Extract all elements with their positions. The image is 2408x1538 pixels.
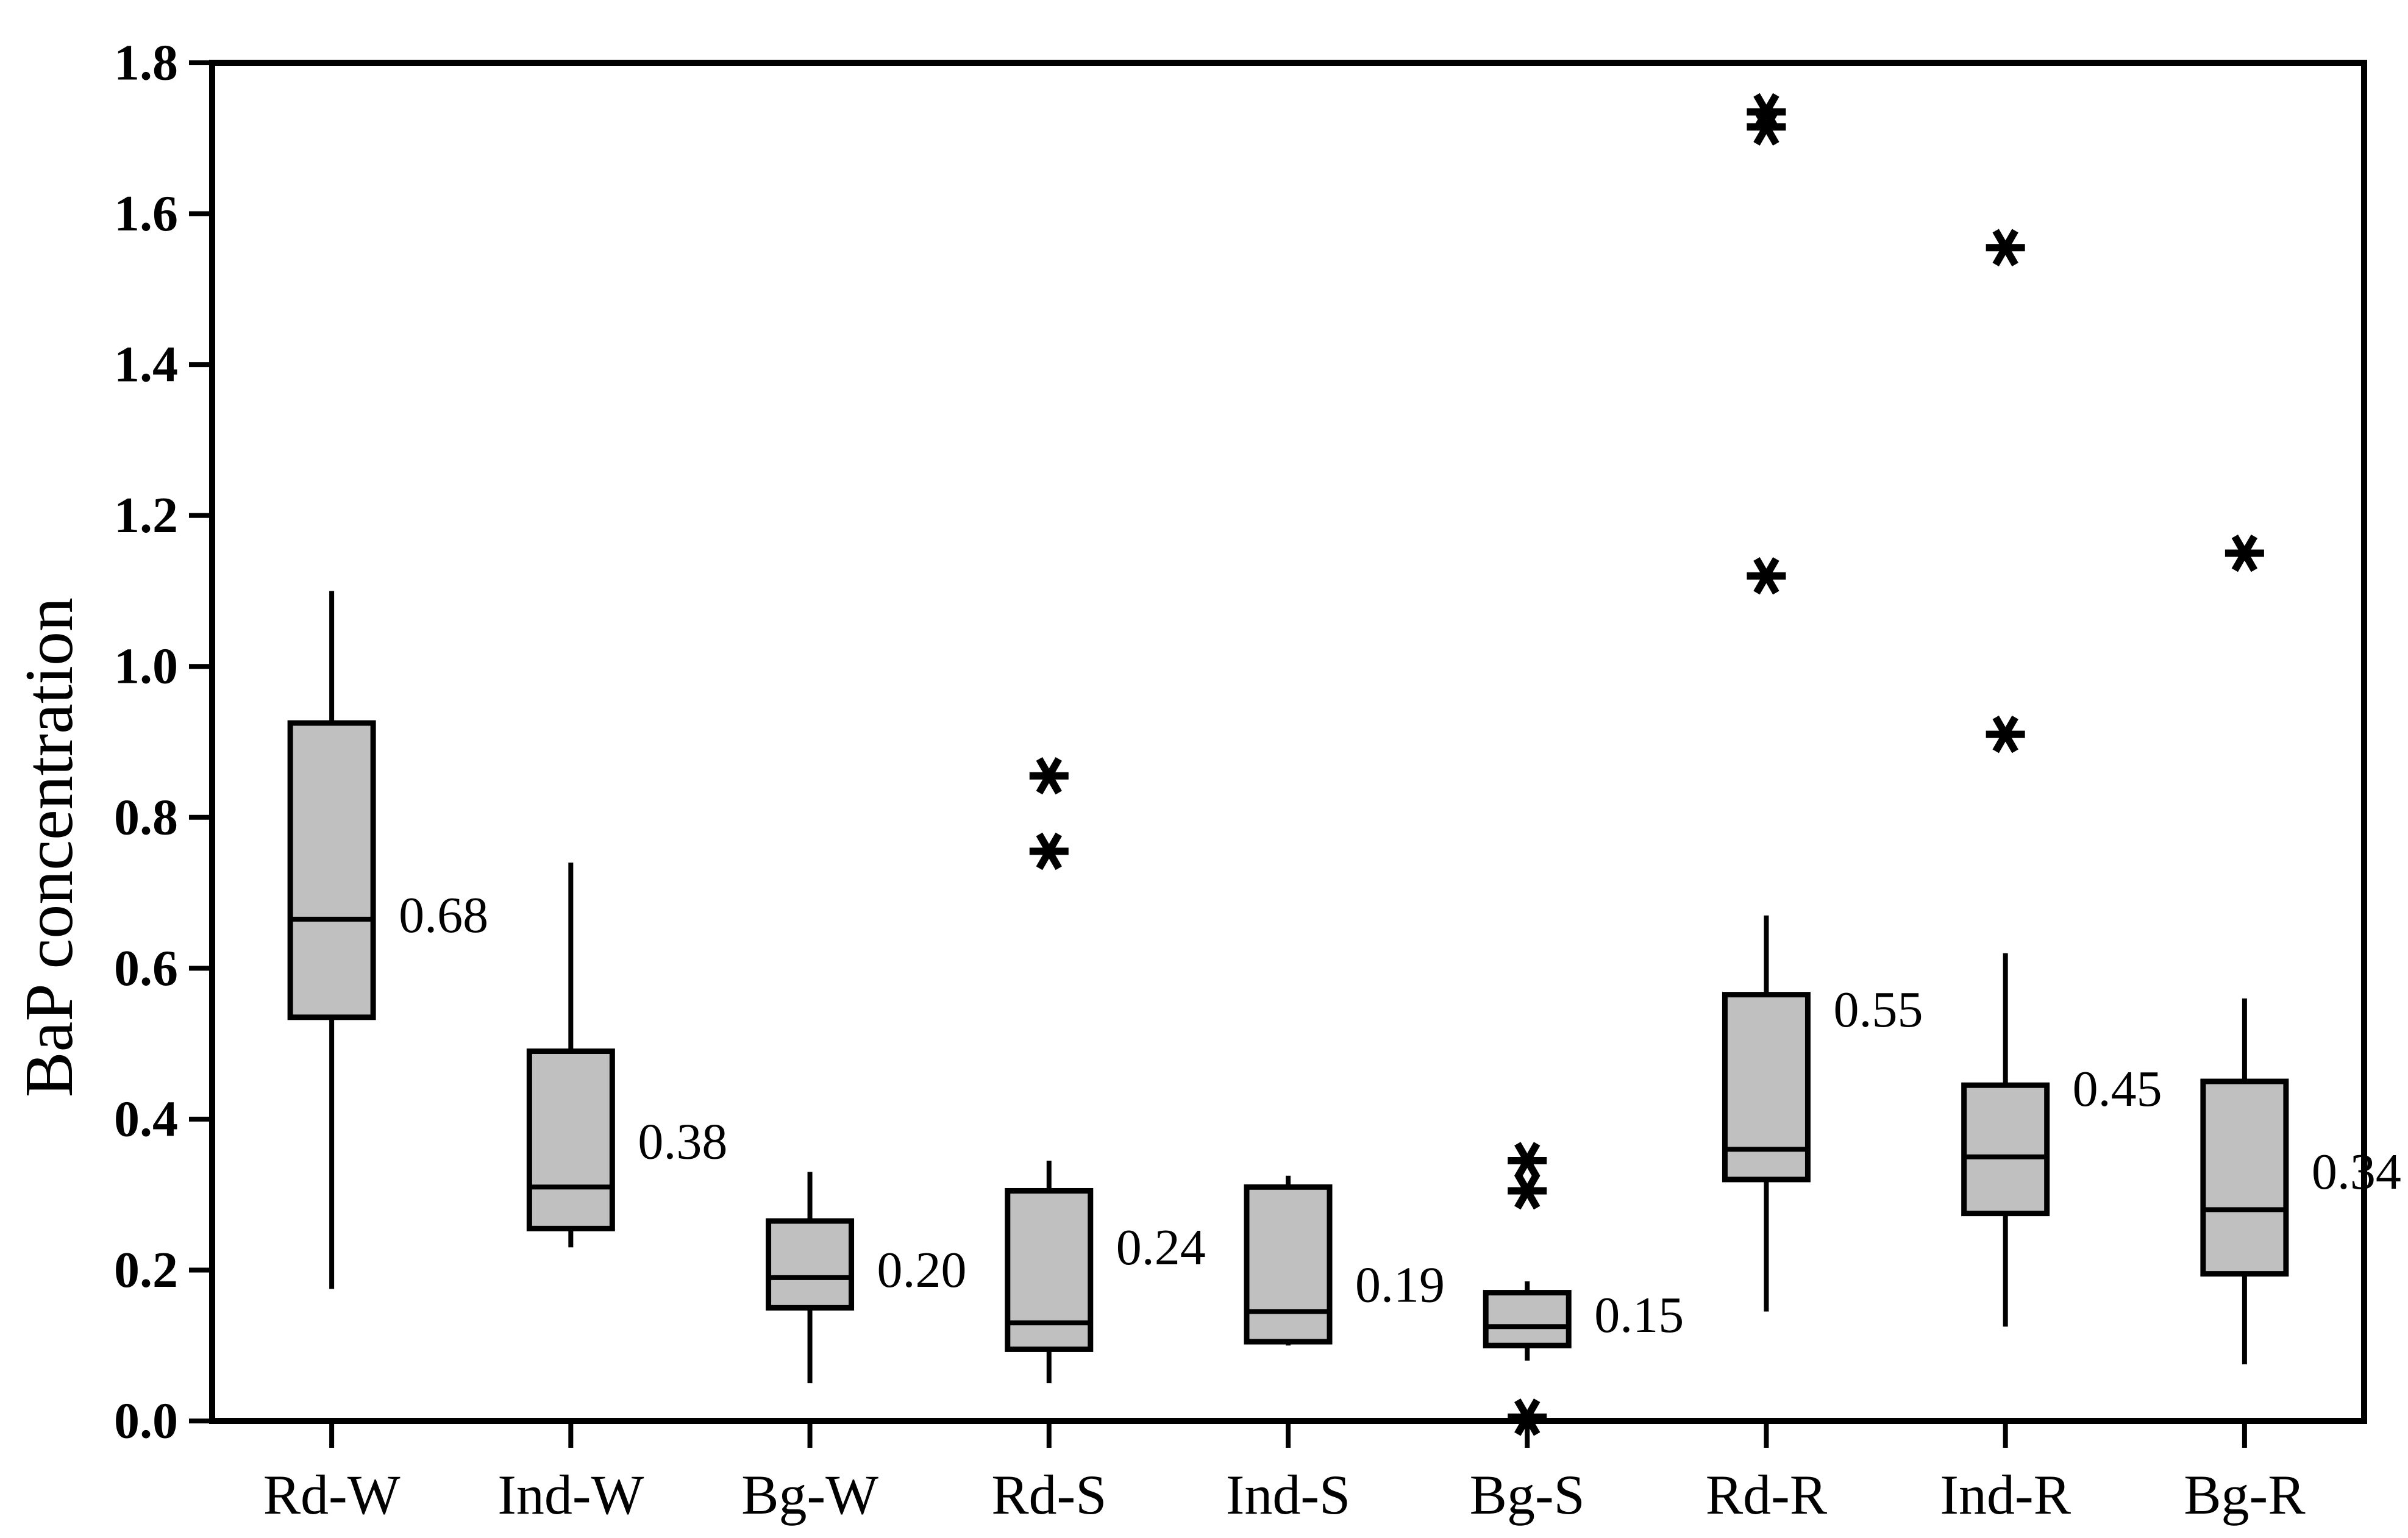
outlier-asterisk-icon [1747,557,1786,595]
box-Ind-R [1961,1082,2050,1217]
y-tick-label: 1.0 [114,638,178,695]
y-axis-title: BaP concentration [12,597,87,1097]
outlier-asterisk-icon [1029,757,1069,795]
median-value-label-Bg-W: 0.20 [877,1242,967,1298]
outlier-asterisk-stroke [1514,1172,1541,1210]
y-tick-label: 0.4 [114,1091,178,1147]
x-category-label-Rd-R: Rd-R [1706,1464,1828,1526]
outlier-asterisk-stroke [1036,757,1062,795]
x-category-label-Ind-R: Ind-R [1940,1464,2071,1526]
box-Ind-W [526,1048,615,1231]
x-category-label-Rd-S: Rd-S [991,1464,1106,1526]
outlier-asterisk-icon [1747,93,1786,131]
y-tick-label: 0.8 [114,789,178,846]
median-value-label-Rd-S: 0.24 [1116,1219,1206,1276]
median-value-label-Ind-W: 0.38 [638,1114,727,1170]
box-Rd-R [1722,992,1811,1183]
x-category-label-Ind-W: Ind-W [497,1464,644,1526]
y-tick-label: 1.6 [114,185,178,242]
outlier-asterisk-icon [1508,1172,1547,1210]
outlier-asterisk-icon [1029,832,1069,870]
outlier-asterisk-stroke [1036,832,1062,870]
box-Ind-S [1244,1184,1333,1345]
outlier-asterisk-stroke [1992,229,2018,266]
outlier-asterisk-stroke [1514,1142,1541,1180]
outlier-asterisk-stroke [2231,534,2258,572]
outlier-asterisk-stroke [1753,557,1779,595]
outlier-asterisk-icon [1508,1398,1547,1436]
outlier-asterisk-stroke [1753,93,1779,131]
x-category-label-Ind-S: Ind-S [1226,1464,1350,1526]
outlier-asterisk-stroke [1514,1398,1541,1436]
box-Rd-S [1005,1187,1094,1352]
outlier-asterisk-icon [1508,1142,1547,1180]
median-value-label-Rd-R: 0.55 [1833,981,1923,1038]
y-tick-label: 0.2 [114,1242,178,1298]
median-value-label-Bg-R: 0.34 [2312,1144,2401,1200]
outlier-asterisk-icon [1747,108,1786,146]
outlier-asterisk-icon [2225,534,2264,572]
box-Bg-R [2200,1078,2289,1277]
y-tick-label: 1.4 [114,336,178,393]
outlier-asterisk-stroke [1992,715,2018,753]
median-value-label-Ind-S: 0.19 [1355,1257,1445,1314]
x-category-label-Bg-W: Bg-W [741,1464,878,1526]
x-category-label-Bg-R: Bg-R [2184,1464,2306,1526]
y-tick-label: 0.6 [114,940,178,997]
outlier-asterisk-icon [1986,715,2025,753]
outlier-asterisk-icon [1986,229,2025,266]
box-Rd-W [287,720,376,1020]
median-value-label-Rd-W: 0.68 [399,887,488,944]
y-tick-label: 0.0 [114,1393,178,1450]
x-category-label-Bg-S: Bg-S [1470,1464,1585,1526]
y-tick-label: 1.2 [114,487,178,544]
median-value-label-Bg-S: 0.15 [1594,1287,1684,1344]
median-value-label-Ind-R: 0.45 [2073,1061,2162,1117]
outlier-asterisk-stroke [1753,108,1779,146]
box-Bg-W [766,1218,855,1311]
y-tick-label: 1.8 [114,35,178,91]
box-Bg-S [1483,1290,1572,1348]
plot-area: 0.0 0.2 0.4 0.6 0.8 1.0 1.2 1.4 1.6 1.8 Rd-W Ind-W B… [114,35,2401,1526]
x-category-label-Rd-W: Rd-W [263,1464,401,1526]
